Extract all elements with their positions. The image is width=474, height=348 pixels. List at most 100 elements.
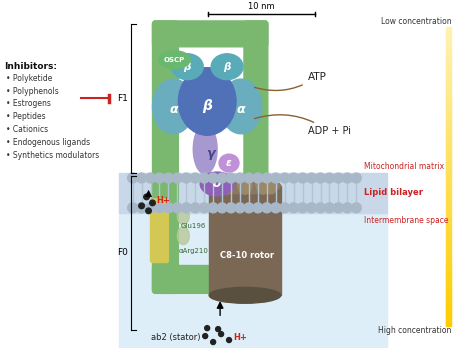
Bar — [446, 33, 451, 35]
Bar — [446, 158, 451, 161]
Circle shape — [307, 173, 317, 183]
Ellipse shape — [177, 207, 189, 225]
Bar — [446, 198, 451, 200]
Bar — [446, 287, 451, 290]
Circle shape — [190, 203, 200, 213]
Bar — [446, 59, 451, 61]
Bar — [446, 194, 451, 196]
Bar — [446, 303, 451, 306]
Bar — [446, 305, 451, 308]
Ellipse shape — [209, 178, 281, 194]
Bar — [446, 192, 451, 195]
Bar — [446, 252, 451, 254]
Text: F0: F0 — [117, 248, 128, 257]
Bar — [446, 254, 451, 256]
Bar — [446, 134, 451, 137]
Circle shape — [190, 173, 200, 183]
Circle shape — [342, 203, 352, 213]
Bar — [446, 156, 451, 159]
Bar — [446, 104, 451, 107]
Bar — [446, 174, 451, 176]
Bar — [446, 224, 451, 226]
Bar — [446, 136, 451, 139]
Bar — [446, 39, 451, 41]
Bar — [446, 196, 451, 198]
Bar — [446, 128, 451, 131]
Circle shape — [262, 173, 272, 183]
Bar — [446, 114, 451, 117]
Circle shape — [173, 203, 182, 213]
Bar — [446, 200, 451, 203]
Text: Inhibitors:: Inhibitors: — [4, 62, 57, 71]
Bar — [446, 95, 451, 97]
Bar — [446, 301, 451, 304]
Bar — [446, 63, 451, 65]
Bar — [446, 45, 451, 47]
Text: α: α — [169, 103, 178, 116]
Circle shape — [289, 203, 299, 213]
Bar — [446, 295, 451, 298]
Circle shape — [226, 203, 236, 213]
Text: • Polyphenols: • Polyphenols — [6, 87, 59, 96]
Circle shape — [146, 203, 155, 213]
Bar — [118, 173, 387, 213]
Bar — [446, 186, 451, 189]
Text: • Endogenous ligands: • Endogenous ligands — [6, 138, 91, 147]
Bar — [446, 275, 451, 278]
Bar — [446, 234, 451, 236]
FancyBboxPatch shape — [153, 266, 253, 293]
Text: Low concentration: Low concentration — [381, 17, 452, 26]
Bar — [446, 282, 451, 284]
Bar — [446, 208, 451, 210]
Bar — [446, 116, 451, 119]
Circle shape — [253, 173, 263, 183]
Bar — [446, 283, 451, 286]
Ellipse shape — [256, 176, 270, 194]
FancyBboxPatch shape — [153, 21, 178, 293]
FancyBboxPatch shape — [244, 21, 268, 211]
Bar — [446, 65, 451, 67]
Bar — [446, 96, 451, 99]
Circle shape — [210, 340, 216, 345]
Bar — [446, 178, 451, 181]
Bar — [446, 228, 451, 230]
Circle shape — [351, 203, 361, 213]
Bar — [446, 274, 451, 276]
Bar — [446, 299, 451, 302]
Text: 10 nm: 10 nm — [248, 2, 274, 11]
Ellipse shape — [178, 68, 236, 135]
Bar — [446, 87, 451, 89]
Ellipse shape — [172, 54, 203, 80]
Bar — [446, 126, 451, 129]
Ellipse shape — [220, 79, 262, 134]
Ellipse shape — [211, 54, 243, 80]
Ellipse shape — [219, 154, 239, 172]
FancyBboxPatch shape — [153, 21, 268, 47]
Bar — [446, 247, 451, 250]
Bar — [446, 166, 451, 168]
Text: • Estrogens: • Estrogens — [6, 100, 51, 109]
Circle shape — [333, 203, 343, 213]
Bar — [446, 88, 451, 91]
Circle shape — [316, 173, 326, 183]
Circle shape — [146, 208, 151, 214]
Bar — [446, 176, 451, 179]
Circle shape — [271, 203, 281, 213]
Bar — [446, 142, 451, 145]
Bar — [446, 31, 451, 33]
Bar — [446, 35, 451, 37]
Bar — [446, 255, 451, 258]
Bar — [446, 150, 451, 153]
Text: Glu196: Glu196 — [180, 223, 206, 229]
Bar — [446, 57, 451, 59]
Circle shape — [226, 173, 236, 183]
Bar — [446, 77, 451, 79]
Ellipse shape — [158, 51, 190, 69]
Circle shape — [137, 173, 146, 183]
Bar — [446, 291, 451, 294]
Bar — [446, 146, 451, 149]
Text: H+: H+ — [156, 196, 170, 205]
Bar — [446, 82, 451, 85]
Bar — [446, 37, 451, 39]
Bar — [446, 226, 451, 228]
